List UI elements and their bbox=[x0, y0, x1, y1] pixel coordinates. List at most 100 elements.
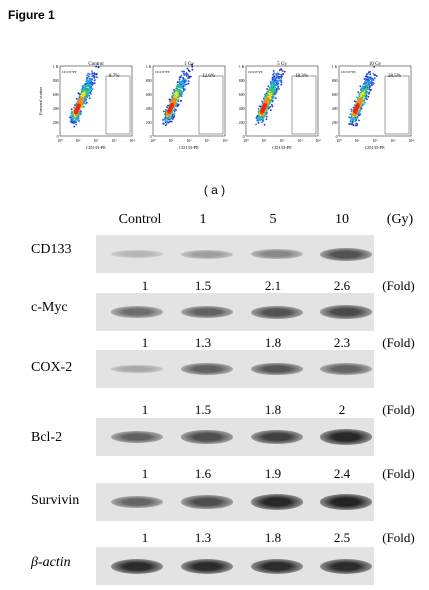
flow-x-tick: 10³ bbox=[391, 139, 397, 143]
event-dot bbox=[365, 93, 367, 96]
event-dot bbox=[373, 77, 376, 79]
event-dot bbox=[187, 82, 190, 85]
fold-survivin-5gy: 1.8 bbox=[264, 530, 282, 545]
event-dot bbox=[173, 112, 176, 115]
event-dot bbox=[169, 120, 172, 123]
event-dot bbox=[368, 80, 371, 83]
event-dot bbox=[75, 118, 78, 121]
event-dot bbox=[282, 73, 284, 75]
flow-x-tick: 10² bbox=[94, 139, 100, 143]
event-dot bbox=[366, 98, 368, 101]
event-dot bbox=[274, 97, 277, 100]
event-dot bbox=[273, 72, 275, 74]
event-dot bbox=[173, 89, 175, 91]
flow-x-label: CD133-PE bbox=[179, 145, 199, 150]
event-dot bbox=[164, 120, 167, 122]
event-dot bbox=[74, 117, 77, 120]
flow-panel-10gy: 10 Gy 28.5% CD133+PE CD133-PE 1 K 800 600 400 20… bbox=[329, 60, 414, 150]
event-dot bbox=[176, 85, 178, 88]
event-dot bbox=[86, 78, 89, 81]
event-dot bbox=[80, 111, 82, 114]
event-dot bbox=[272, 94, 275, 96]
event-dot bbox=[93, 76, 96, 78]
event-dot bbox=[87, 87, 89, 90]
event-dot bbox=[353, 116, 356, 119]
event-dot bbox=[273, 90, 276, 93]
event-dot bbox=[174, 108, 177, 111]
event-dot bbox=[73, 125, 76, 128]
blot-band bbox=[181, 305, 233, 319]
event-dot bbox=[264, 113, 267, 115]
fold-bcl2-5gy: 1.9 bbox=[264, 466, 282, 481]
event-dot bbox=[91, 70, 93, 73]
event-dot bbox=[86, 94, 88, 97]
event-dot bbox=[267, 107, 270, 110]
event-dot bbox=[87, 79, 90, 82]
fold-bcl2-1gy: 1.6 bbox=[194, 466, 212, 481]
event-dot bbox=[176, 91, 179, 94]
blot-band bbox=[320, 429, 372, 445]
event-dot bbox=[175, 104, 177, 106]
event-dot bbox=[257, 122, 260, 124]
blot-band bbox=[111, 558, 163, 574]
event-dot bbox=[184, 88, 186, 91]
event-dot bbox=[359, 85, 362, 88]
event-dot bbox=[276, 72, 279, 75]
event-dot bbox=[161, 119, 164, 121]
event-dot bbox=[87, 83, 90, 85]
fold-cox2-1gy: 1.5 bbox=[194, 402, 212, 417]
event-dot bbox=[262, 108, 265, 112]
event-dot bbox=[275, 90, 278, 93]
event-dot bbox=[361, 89, 364, 92]
flow-y-tick: 1 K bbox=[332, 65, 338, 69]
event-dot bbox=[365, 74, 368, 77]
event-dot bbox=[367, 95, 370, 98]
event-dot bbox=[354, 106, 358, 110]
fold-cmyc-10gy: 2.3 bbox=[333, 335, 351, 350]
event-dot bbox=[74, 121, 76, 124]
event-dot bbox=[274, 93, 276, 96]
event-dot bbox=[276, 89, 278, 91]
event-dot bbox=[96, 76, 98, 79]
event-dot bbox=[173, 110, 176, 112]
gate-box bbox=[105, 75, 131, 135]
flow-x-tick: 10⁰ bbox=[150, 139, 156, 143]
event-dot bbox=[350, 119, 353, 122]
event-dot bbox=[74, 115, 76, 118]
event-dot bbox=[165, 123, 168, 125]
flow-x-tick: 10³ bbox=[298, 139, 304, 143]
event-dot bbox=[70, 120, 73, 123]
event-dot bbox=[283, 70, 286, 73]
flow-percent: 18.3% bbox=[295, 74, 308, 79]
event-dot bbox=[175, 90, 177, 93]
event-dot bbox=[190, 75, 192, 78]
label-cmyc: c-Myc bbox=[31, 300, 68, 315]
event-dot bbox=[78, 120, 80, 122]
blot-beta-actin bbox=[96, 547, 374, 585]
blot-cmyc bbox=[96, 293, 374, 331]
event-dot bbox=[82, 94, 85, 97]
event-dot bbox=[182, 90, 185, 92]
event-dot bbox=[269, 88, 271, 91]
event-dot bbox=[361, 92, 364, 95]
event-dot bbox=[272, 88, 275, 91]
gate-box bbox=[384, 75, 410, 135]
flow-y-tick: 800 bbox=[146, 79, 152, 83]
dot-cloud bbox=[161, 63, 194, 127]
event-dot bbox=[281, 70, 284, 72]
event-dot bbox=[86, 89, 89, 92]
event-dot bbox=[91, 73, 94, 75]
event-dot bbox=[351, 111, 354, 114]
fold-unit-cd133: (Fold) bbox=[382, 278, 415, 293]
gate-label: CD133+PE bbox=[341, 70, 356, 74]
event-dot bbox=[75, 109, 79, 112]
event-dot bbox=[365, 80, 367, 83]
flow-y-tick: 200 bbox=[239, 121, 245, 125]
flow-y-tick: 600 bbox=[332, 93, 338, 97]
blot-band bbox=[320, 494, 372, 510]
plot-frame bbox=[152, 65, 226, 137]
event-dot bbox=[173, 92, 176, 95]
event-dot bbox=[181, 82, 183, 84]
blot-band bbox=[181, 430, 233, 444]
event-dot bbox=[84, 100, 87, 102]
